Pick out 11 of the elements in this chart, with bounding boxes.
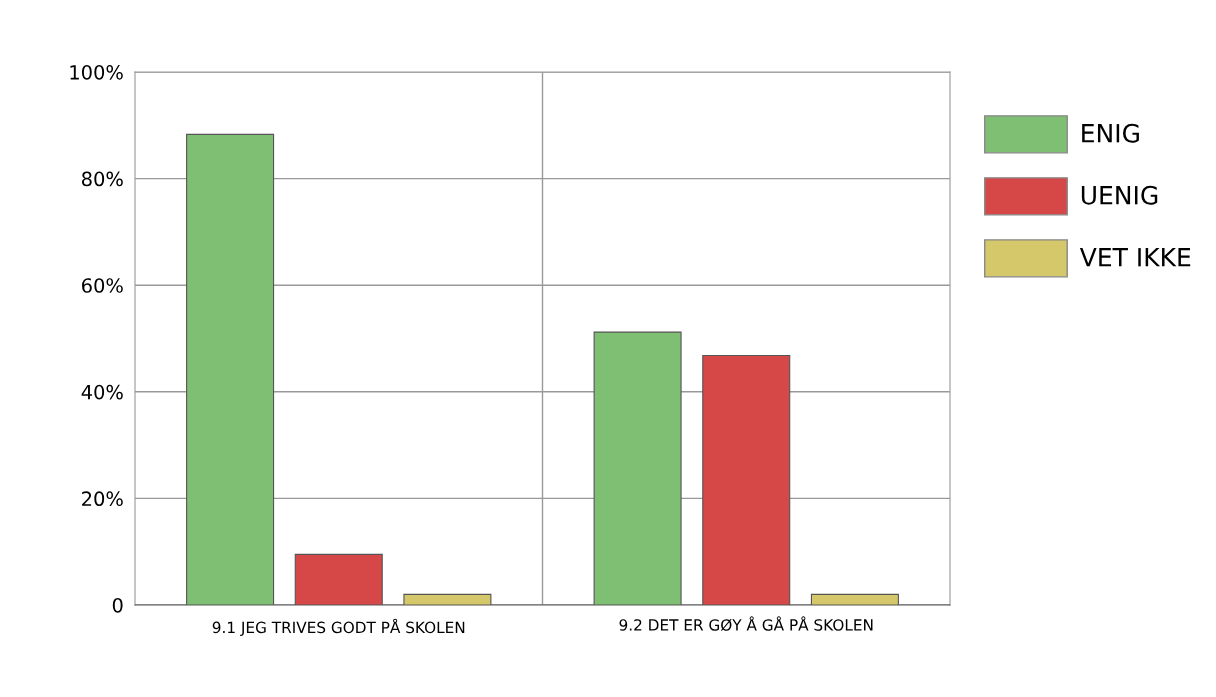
x-tick-label: 9.2 DET ER GØY Å GÅ PÅ SKOLEN xyxy=(619,616,873,632)
legend-label: VET IKKE xyxy=(1079,248,1191,267)
y-tick-label: 60% xyxy=(82,278,123,293)
legend-label: UENIG xyxy=(1081,185,1158,205)
y-tick-label: 80% xyxy=(81,171,123,187)
x-tick-label: 9.1 JEG TRIVES GODT PÅ SKOLEN xyxy=(212,618,465,637)
y-tick-label: 40% xyxy=(81,384,123,400)
legend-label: ENIG xyxy=(1082,123,1139,143)
y-tick-label: 100% xyxy=(70,64,123,80)
y-tick-label: 20% xyxy=(82,491,123,507)
y-tick-label: 0 xyxy=(112,597,123,613)
